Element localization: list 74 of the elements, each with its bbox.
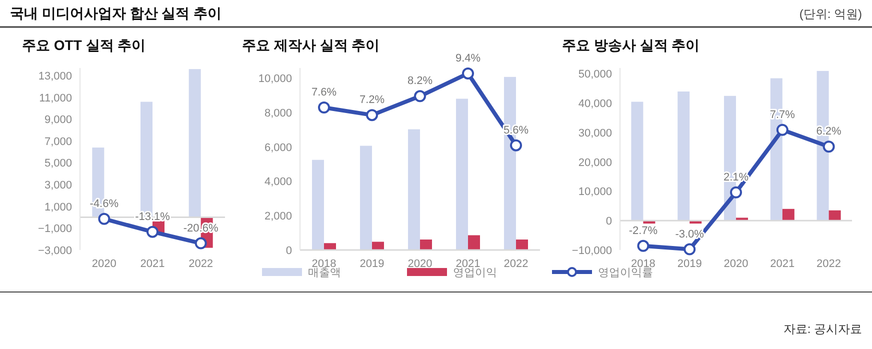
- bar: [360, 146, 372, 250]
- legend-label: 매출액: [308, 266, 341, 279]
- y-tick-label: 30,000: [578, 127, 612, 140]
- text: (단위: 억원): [799, 7, 862, 21]
- text: 국내 미디어사업자 합산 실적 추이: [10, 5, 222, 21]
- text: 자료: 공시자료: [783, 322, 862, 336]
- bar: [468, 235, 480, 250]
- point: [414, 90, 426, 102]
- bar: [516, 240, 528, 250]
- x-tick-label: 2020: [92, 258, 116, 270]
- y-tick-label: −1,000: [38, 223, 72, 236]
- y-tick-label: 9,000: [44, 114, 72, 126]
- y-tick-label: 20,000: [578, 156, 612, 169]
- x-tick-label: 2019: [360, 258, 384, 270]
- y-tick-label: 0: [606, 215, 612, 228]
- point: [776, 124, 788, 136]
- bar: [408, 129, 420, 250]
- y-tick-label: 1,000: [44, 201, 72, 214]
- y-tick-label: 3,000: [44, 179, 72, 192]
- x-tick-label: 2022: [504, 258, 528, 270]
- data-label: 6.2%: [816, 126, 842, 138]
- chart-title: 주요 OTT 실적 추이: [22, 37, 146, 53]
- y-tick-label: 6,000: [264, 142, 292, 154]
- data-label: 7.6%: [311, 86, 337, 99]
- point: [462, 67, 474, 80]
- x-tick-label: 2020: [408, 258, 432, 270]
- bar: [678, 91, 690, 221]
- point: [822, 140, 835, 153]
- y-tick-label: 10,000: [258, 73, 292, 86]
- bar: [372, 242, 384, 250]
- y-tick-label: 50,000: [578, 68, 612, 81]
- y-tick-label: −3,000: [38, 244, 72, 257]
- x-tick-label: 2019: [677, 258, 702, 270]
- y-tick-label: 4,000: [264, 176, 292, 188]
- data-label: 7.2%: [359, 94, 385, 106]
- point: [318, 102, 330, 114]
- chart-title: 주요 제작사 실적 추이: [242, 37, 380, 53]
- bar: [420, 240, 432, 250]
- y-tick-label: 13,000: [38, 70, 72, 82]
- y-tick-label: 11,000: [39, 92, 72, 104]
- y-tick-label: 5,000: [44, 158, 72, 170]
- data-label: 9.4%: [455, 52, 481, 64]
- bar: [782, 208, 794, 221]
- y-tick-label: −10,000: [572, 244, 612, 257]
- point: [510, 139, 522, 152]
- x-tick-label: 2021: [770, 258, 795, 270]
- bar: [188, 69, 201, 218]
- bar: [631, 102, 644, 221]
- bar: [324, 243, 336, 250]
- bar: [828, 210, 841, 221]
- point: [730, 186, 742, 198]
- y-tick-label: 40,000: [578, 98, 612, 110]
- y-tick-label: 8,000: [264, 107, 292, 120]
- y-tick-label: 0: [286, 244, 292, 257]
- data-label: -2.7%: [628, 224, 658, 237]
- x-tick-label: 2022: [816, 258, 842, 270]
- legend-label: 영업이익률: [598, 266, 653, 279]
- point: [366, 109, 378, 122]
- x-tick-label: 2022: [188, 258, 214, 270]
- data-label: -4.6%: [90, 198, 119, 210]
- data-label: -13.1%: [135, 210, 170, 223]
- x-tick-label: 2020: [724, 258, 748, 270]
- point: [637, 240, 650, 252]
- data-label: 8.2%: [407, 75, 433, 88]
- data-label: 7.7%: [770, 108, 796, 121]
- point: [684, 243, 696, 256]
- chart-title: 주요 방송사 실적 추이: [562, 37, 700, 53]
- legend-label: 영업이익: [453, 266, 497, 279]
- bar: [312, 160, 324, 250]
- bar: [456, 98, 468, 250]
- x-tick-label: 2021: [140, 258, 165, 270]
- y-tick-label: 2,000: [264, 210, 292, 223]
- y-tick-label: 10,000: [578, 186, 612, 198]
- y-tick-label: 7,000: [44, 136, 72, 148]
